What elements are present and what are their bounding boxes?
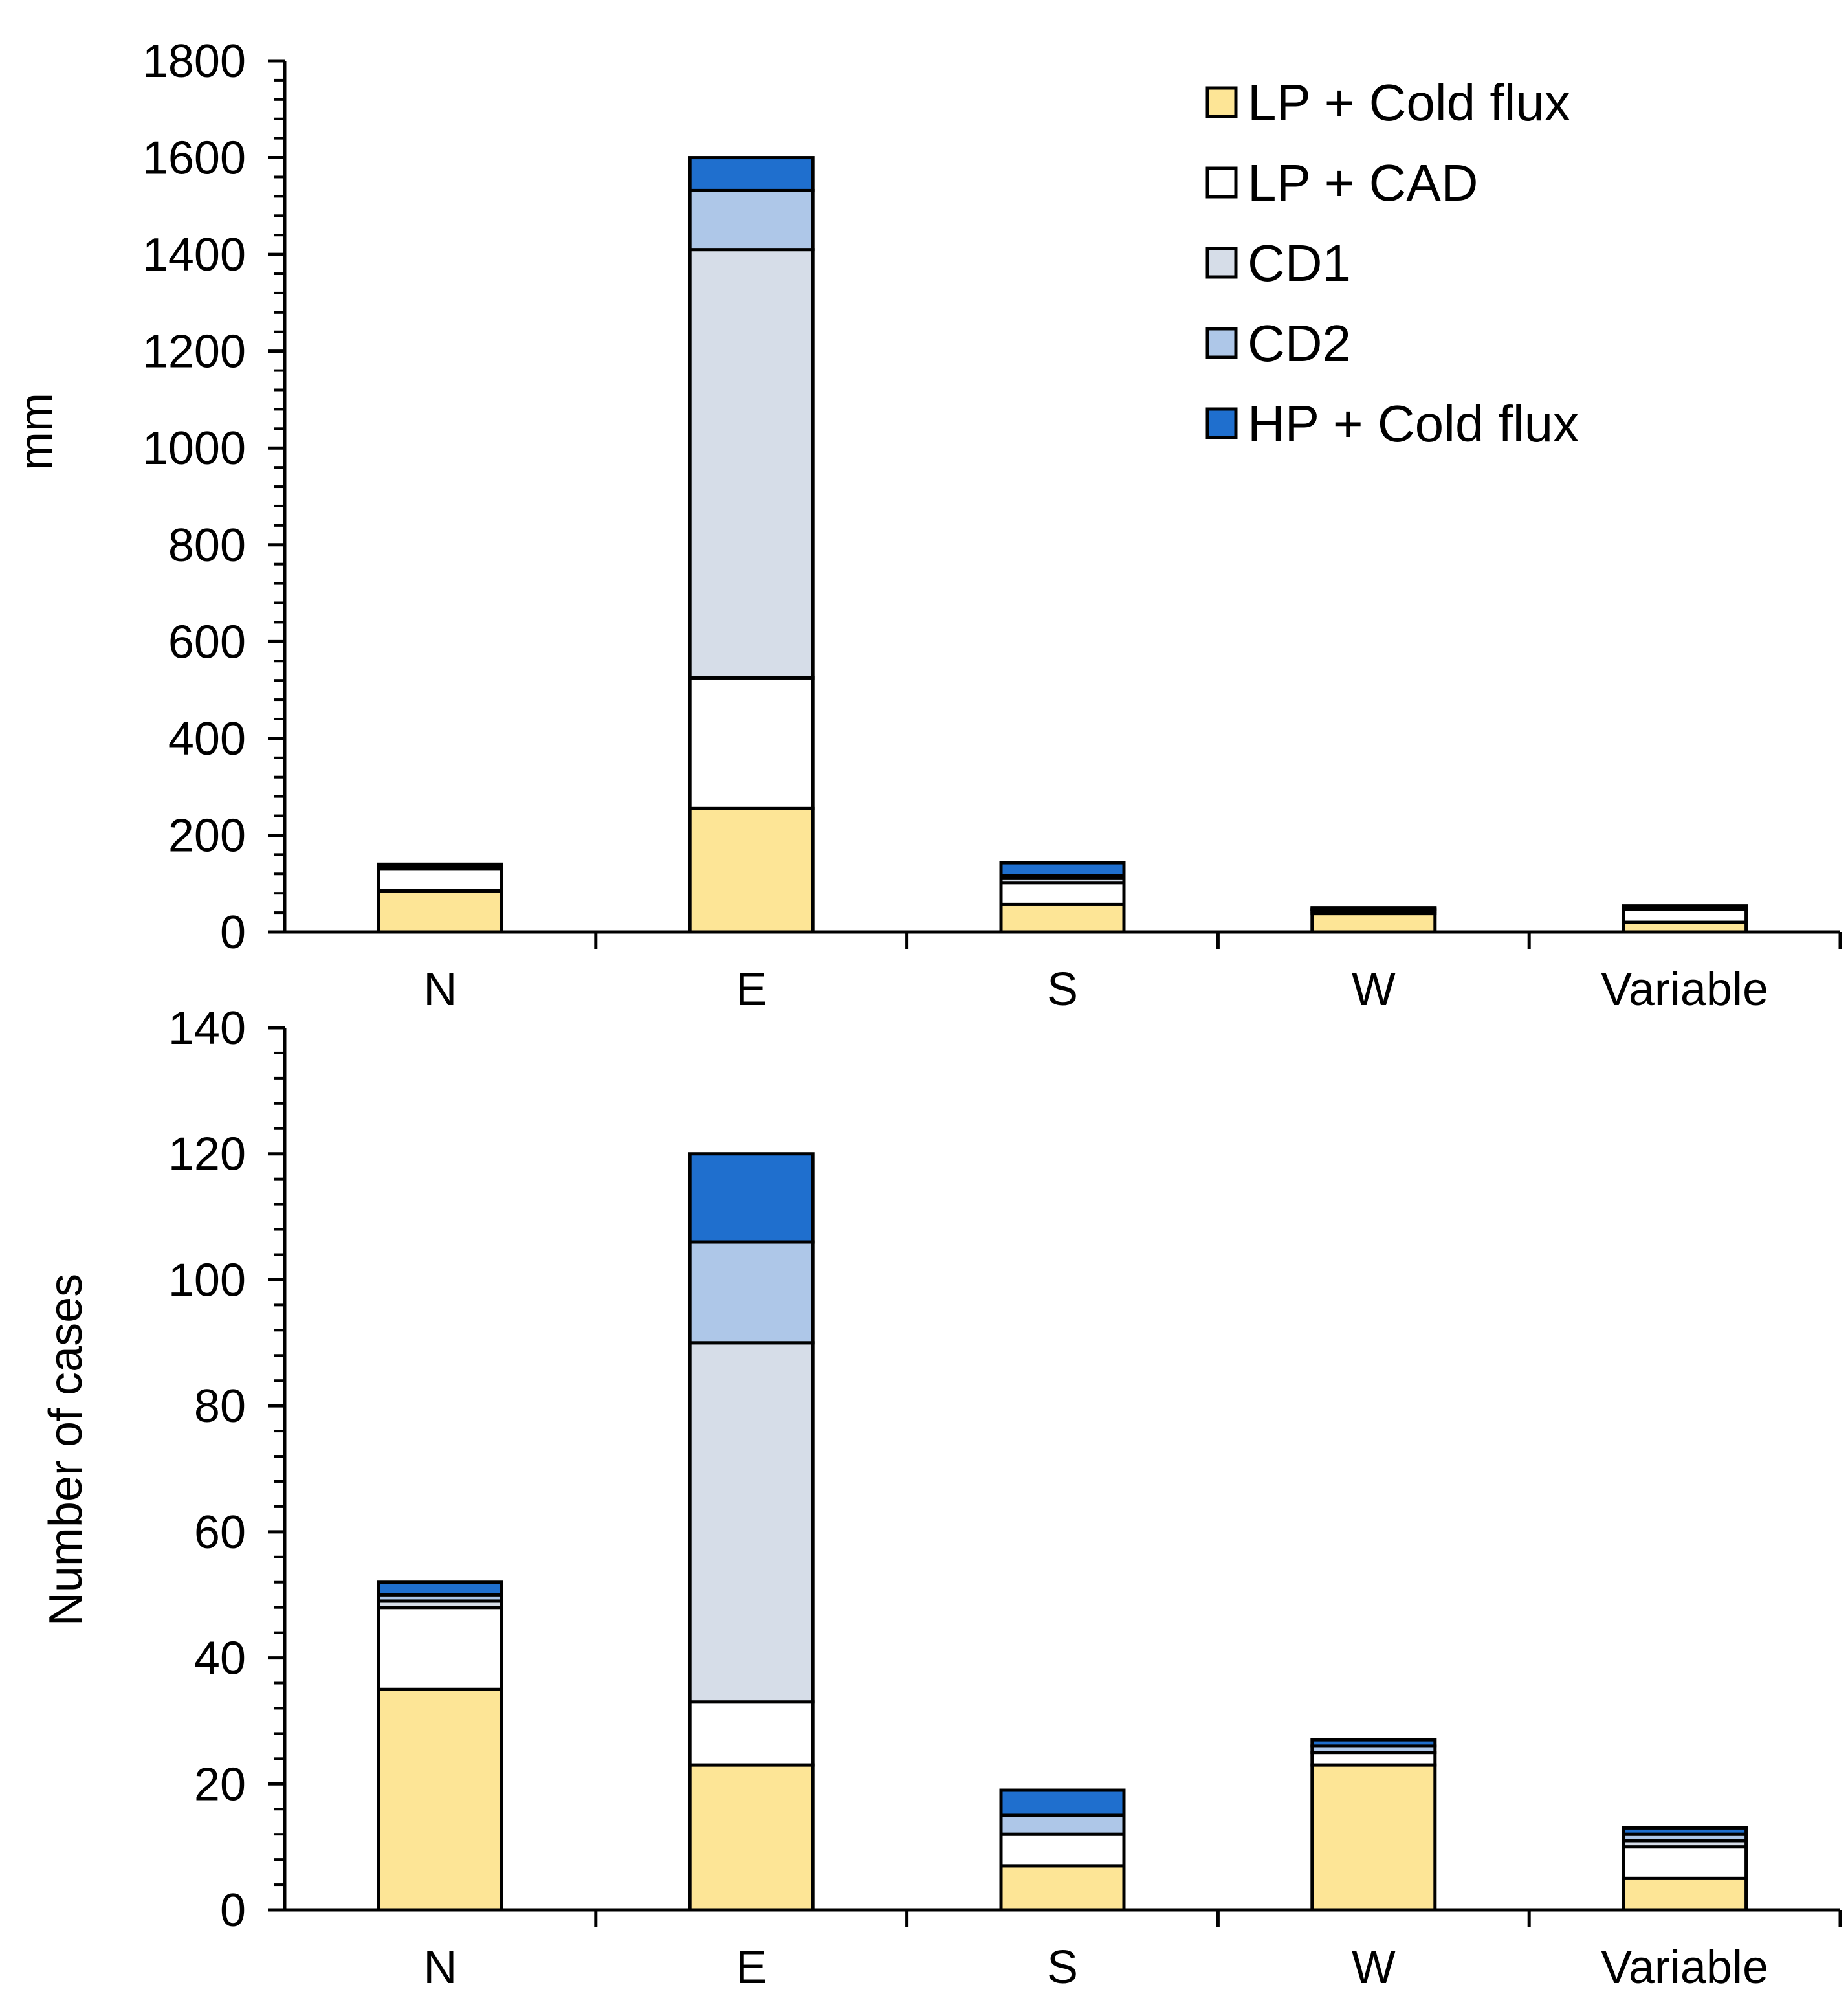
bar-segment-n-2 [377, 1606, 503, 1691]
bar-segment-n-1 [377, 1687, 503, 1912]
legend-swatch [1205, 407, 1238, 439]
bar-segment-w-5 [1310, 906, 1437, 911]
y-tick-label: 60 [194, 1507, 246, 1558]
bar-segment-n-5 [377, 1580, 503, 1597]
y-axis-label: Number of cases [40, 1274, 92, 1626]
bar-segment-s-1 [999, 902, 1126, 934]
legend-label: LP + CAD [1248, 154, 1478, 212]
bar-segment-s-4 [999, 1813, 1126, 1836]
bar-segment-s-2 [999, 881, 1126, 906]
bar-segment-n-2 [377, 867, 503, 893]
y-tick-label: 200 [168, 810, 246, 861]
bar-segment-s-2 [999, 1832, 1126, 1868]
x-tick-label: S [1047, 1942, 1078, 1993]
y-tick-label: 1200 [142, 326, 246, 378]
bar-segment-variable-5 [1622, 904, 1748, 909]
bar-segment-e-4 [688, 188, 815, 252]
bar-segment-s-5 [999, 861, 1126, 878]
legend-item: HP + Cold flux [1205, 395, 1579, 452]
x-tick-label: Variable [1601, 1942, 1768, 1993]
cases-chart: N E S W Variable 0 20 40 60 80 100 120 140 Number of … [40, 1003, 1842, 1993]
bar-segment-e-5 [688, 1152, 815, 1244]
legend-item: CD2 [1205, 315, 1351, 372]
legend-swatch [1205, 166, 1238, 199]
bar-segment-s-1 [999, 1864, 1126, 1912]
y-tick-label: 120 [168, 1129, 246, 1181]
legend-swatch [1205, 86, 1238, 118]
x-tick-label: W [1352, 1942, 1396, 1993]
legend: LP + Cold flux LP + CAD CD1 CD2 HP + Cold fl… [1205, 74, 1579, 452]
y-tick-label: 1400 [142, 229, 246, 281]
x-tick-label: E [736, 1942, 767, 1993]
y-tick-label: 1000 [142, 423, 246, 474]
x-tick-label: N [423, 1942, 457, 1993]
bar-segment-variable-2 [1622, 907, 1748, 924]
bar-segment-w-1 [1310, 1763, 1437, 1912]
y-tick-label: 40 [194, 1633, 246, 1685]
bar-segment-e-1 [688, 806, 815, 934]
legend-label: CD1 [1248, 234, 1351, 292]
legend-swatch [1205, 247, 1238, 279]
bar-segment-e-3 [688, 248, 815, 680]
y-tick-label: 800 [168, 520, 246, 571]
bar-segment-e-2 [688, 1700, 815, 1767]
y-tick-label: 140 [168, 1003, 246, 1054]
legend-label: LP + Cold flux [1248, 74, 1570, 131]
bar-segment-s-5 [999, 1788, 1126, 1817]
y-tick-label: 600 [168, 616, 246, 668]
y-tick-label: 20 [194, 1758, 246, 1810]
bar-segment-e-5 [688, 156, 815, 192]
y-tick-label: 400 [168, 713, 246, 765]
y-tick-label: 1800 [142, 36, 246, 87]
legend-item: LP + CAD [1205, 154, 1478, 212]
bar-segment-w-2 [1310, 1751, 1437, 1767]
legend-label: HP + Cold flux [1248, 395, 1579, 452]
bar-segment-e-3 [688, 1341, 815, 1704]
y-tick-label: 0 [220, 1885, 246, 1936]
legend-label: CD2 [1248, 315, 1351, 372]
bar-segment-variable-2 [1622, 1845, 1748, 1880]
x-tick-label: Variable [1601, 964, 1768, 1015]
bar-segment-w-5 [1310, 1738, 1437, 1748]
legend-swatch [1205, 327, 1238, 359]
x-tick-label: E [736, 964, 767, 1015]
mm-chart: N E S W Variable 0 200 400 600 800 1000 1200 1400 160… [10, 36, 1842, 1015]
legend-item: CD1 [1205, 234, 1351, 292]
bar-segment-w-1 [1310, 912, 1437, 934]
bar-segment-n-5 [377, 862, 503, 869]
bar-segment-e-1 [688, 1763, 815, 1912]
x-tick-label: N [423, 964, 457, 1015]
bar-segment-e-2 [688, 676, 815, 810]
x-tick-label: S [1047, 964, 1078, 1015]
bar-segment-variable-5 [1622, 1826, 1748, 1836]
bar-segment-n-1 [377, 889, 503, 934]
y-tick-label: 80 [194, 1381, 246, 1432]
x-tick-label: W [1352, 964, 1396, 1015]
y-tick-label: 100 [168, 1254, 246, 1306]
y-tick-label: 1600 [142, 133, 246, 184]
y-tick-label: 0 [220, 907, 246, 959]
bar-segment-variable-1 [1622, 1876, 1748, 1912]
bar-segment-e-4 [688, 1240, 815, 1345]
y-axis-label: mm [10, 393, 62, 471]
legend-item: LP + Cold flux [1205, 74, 1570, 131]
